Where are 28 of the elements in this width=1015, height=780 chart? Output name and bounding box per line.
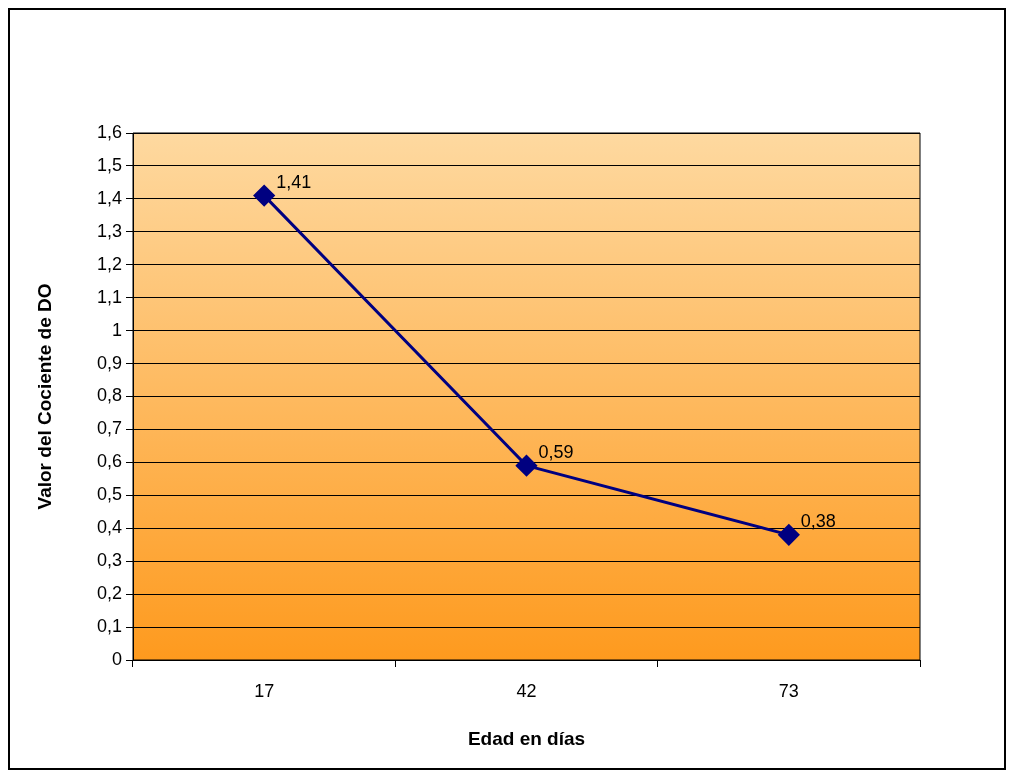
y-tick-label: 1,4 [96,187,122,208]
point [253,185,275,207]
y-tick-label: 0,8 [96,385,122,406]
data-label: 0,38 [800,510,836,531]
y-tick-label: 0,5 [96,484,122,505]
y-tick-label: 0,9 [96,352,122,373]
x-tick-label: 17 [254,680,275,701]
y-tick-label: 0,1 [96,616,122,637]
y-tick-label: 0,3 [96,550,122,571]
y-tick-label: 0,4 [96,517,122,538]
y-tick-label: 1,2 [96,253,122,274]
point [778,524,800,546]
y-tick-label: 0,6 [96,451,122,472]
y-tick-label: 1,1 [96,286,122,307]
x-tick-label: 42 [516,680,537,701]
x-axis-title: Edad en días [467,727,586,749]
data-label: 0,59 [538,441,574,462]
y-tick-label: 1,5 [96,154,122,175]
y-tick-label: 0 [111,648,122,669]
y-axis-title: Valor del Cociente de DO [33,283,55,510]
x-tick-label: 73 [778,680,799,701]
y-tick-label: 1,6 [96,121,122,142]
y-tick-label: 0,2 [96,583,122,604]
y-tick-label: 1,3 [96,220,122,241]
y-tick-label: 0,7 [96,418,122,439]
y-tick-label: 1 [111,319,122,340]
data-label: 1,41 [276,171,312,192]
point [516,455,537,477]
